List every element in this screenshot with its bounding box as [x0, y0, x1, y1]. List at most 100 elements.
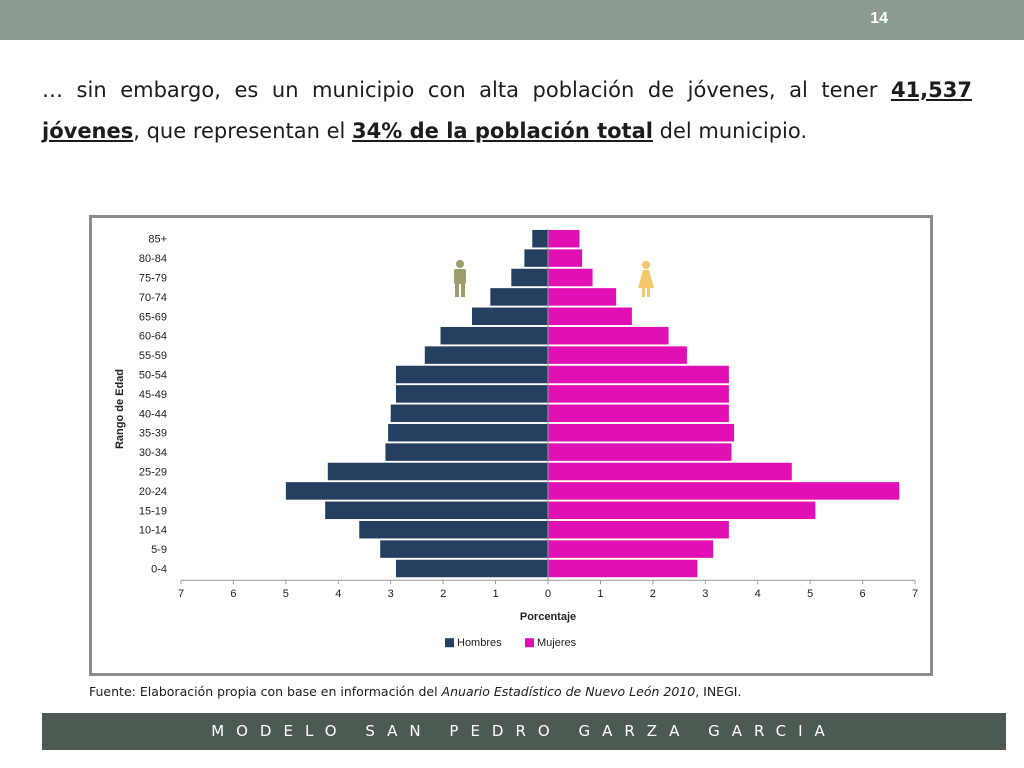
- tick-label-age: 55-59: [139, 350, 167, 362]
- woman-icon-head: [642, 261, 650, 269]
- source-title: Anuario Estadístico de Nuevo León 2010: [441, 684, 696, 699]
- bar-hombres: [395, 365, 548, 384]
- source-note: Fuente: Elaboración propia con base en i…: [89, 684, 741, 699]
- bar-hombres: [327, 462, 548, 481]
- woman-icon: [638, 261, 654, 297]
- bar-hombres: [380, 540, 548, 558]
- bar-hombres: [424, 346, 548, 364]
- bar-hombres: [285, 482, 548, 500]
- bar-hombres: [359, 520, 548, 539]
- bar-mujeres: [548, 326, 669, 345]
- bar-mujeres: [548, 462, 792, 481]
- bar-mujeres: [548, 482, 900, 500]
- legend-swatch-hombres: [445, 638, 454, 648]
- bar-hombres: [385, 443, 548, 461]
- man-icon-leg-right: [461, 283, 465, 297]
- tick-label-x: 2: [440, 588, 446, 600]
- legend-label-hombres: Hombres: [457, 637, 502, 649]
- highlight-porcentaje: 34% de la población total: [352, 119, 653, 143]
- bar-hombres: [532, 229, 548, 248]
- bar-mujeres: [548, 443, 732, 461]
- bar-hombres: [490, 288, 548, 306]
- x-axis-title: Porcentaje: [520, 611, 576, 623]
- bar-mujeres: [548, 404, 729, 423]
- tick-label-x: 3: [702, 588, 708, 600]
- tick-label-age: 30-34: [139, 447, 167, 459]
- y-axis-title: Rango de Edad: [114, 369, 126, 449]
- bar-mujeres: [548, 385, 729, 403]
- tick-label-x: 6: [860, 588, 866, 600]
- tick-label-x: 4: [755, 588, 761, 600]
- page-number: 14: [870, 10, 888, 27]
- tick-label-x: 7: [178, 588, 184, 600]
- body-text: … sin embargo, es un municipio con alta …: [42, 70, 972, 152]
- footer-bar: MODELO SAN PEDRO GARZA GARCIA: [42, 713, 1006, 750]
- bar-mujeres: [548, 520, 729, 539]
- tick-label-age: 35-39: [139, 428, 167, 440]
- highlight-jovenes: 41,537 jóvenes: [42, 78, 972, 143]
- man-icon-body: [454, 269, 466, 284]
- tick-label-x: 0: [545, 588, 551, 600]
- bar-mujeres: [548, 307, 632, 326]
- tick-label-age: 25-29: [139, 467, 167, 479]
- tick-label-age: 75-79: [139, 273, 167, 285]
- man-icon-head: [456, 260, 464, 268]
- footer-title: MODELO SAN PEDRO GARZA GARCIA: [211, 722, 837, 740]
- tick-label-age: 65-69: [139, 311, 167, 323]
- tick-label-age: 5-9: [151, 544, 167, 556]
- bar-hombres: [325, 501, 548, 520]
- tick-label-age: 15-19: [139, 505, 167, 517]
- bar-mujeres: [548, 559, 698, 578]
- bar-mujeres: [548, 268, 593, 287]
- tick-label-age: 0-4: [151, 564, 167, 576]
- bar-hombres: [440, 326, 548, 345]
- tick-label-x: 3: [388, 588, 394, 600]
- bar-hombres: [471, 307, 548, 326]
- tick-label-age: 40-44: [139, 408, 167, 420]
- tick-label-age: 85+: [148, 234, 167, 246]
- tick-label-x: 5: [283, 588, 289, 600]
- chart-frame: 85+ 80-84 75-79 70-74 65-69 60-64 55-59 50-54 45…: [89, 215, 933, 676]
- source-suffix: , INEGI.: [695, 684, 742, 699]
- woman-icon-dress: [638, 270, 654, 288]
- woman-icon-leg-left: [642, 287, 645, 297]
- tick-label-age: 50-54: [139, 370, 167, 382]
- body-text-part2: , que representan el: [133, 119, 353, 143]
- tick-label-x: 1: [493, 588, 499, 600]
- bar-hombres: [524, 249, 548, 267]
- source-prefix: Fuente: Elaboración propia con base en i…: [89, 684, 442, 699]
- tick-label-x: 6: [230, 588, 236, 600]
- tick-label-x: 1: [597, 588, 603, 600]
- legend-label-mujeres: Mujeres: [537, 637, 577, 649]
- man-icon: [454, 260, 466, 297]
- bar-mujeres: [548, 346, 687, 364]
- tick-label-x: 4: [335, 588, 341, 600]
- bar-mujeres: [548, 365, 729, 384]
- bar-hombres: [395, 385, 548, 403]
- legend-swatch-mujeres: [525, 638, 534, 648]
- top-bar: 14: [0, 0, 1024, 40]
- body-text-part1: … sin embargo, es un municipio con alta …: [42, 78, 891, 102]
- population-pyramid-chart: 85+80-8475-7970-7465-6960-6455-5950-5445…: [114, 229, 918, 649]
- tick-label-age: 80-84: [139, 253, 167, 265]
- tick-label-x: 2: [650, 588, 656, 600]
- bar-hombres: [390, 404, 548, 423]
- man-icon-leg-left: [455, 283, 459, 297]
- tick-label-age: 10-14: [139, 525, 167, 537]
- tick-label-age: 70-74: [139, 292, 167, 304]
- bar-hombres: [395, 559, 548, 578]
- bar-mujeres: [548, 288, 617, 306]
- tick-label-age: 20-24: [139, 486, 167, 498]
- woman-icon-leg-right: [647, 287, 650, 297]
- tick-label-x: 5: [807, 588, 813, 600]
- bar-mujeres: [548, 540, 714, 558]
- bar-hombres: [511, 268, 548, 287]
- bar-mujeres: [548, 501, 816, 520]
- tick-label-x: 7: [912, 588, 918, 600]
- tick-label-age: 45-49: [139, 389, 167, 401]
- tick-label-age: 60-64: [139, 331, 167, 343]
- body-text-part3: del municipio.: [652, 119, 808, 143]
- bar-hombres: [388, 423, 548, 442]
- bar-mujeres: [548, 423, 735, 442]
- bar-mujeres: [548, 249, 583, 267]
